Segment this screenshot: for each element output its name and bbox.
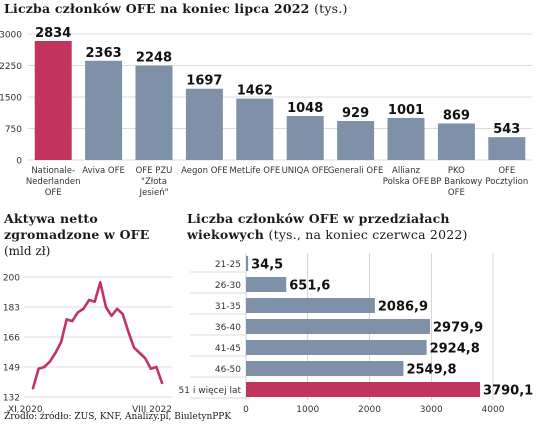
x-tick-label: Pocztylion bbox=[485, 177, 528, 187]
x-tick-label: 2000 bbox=[358, 405, 381, 415]
x-tick-label: PKO bbox=[448, 166, 465, 176]
data-label: 1697 bbox=[186, 74, 222, 89]
data-label: 2979,9 bbox=[433, 321, 483, 336]
data-label: 869 bbox=[443, 109, 470, 124]
bar bbox=[34, 40, 72, 160]
x-tick-label: Generali OFE bbox=[328, 166, 384, 176]
bar bbox=[236, 98, 274, 160]
bar bbox=[246, 319, 431, 334]
x-tick-label: Nationale- bbox=[31, 166, 75, 176]
y-tick-label: 21-25 bbox=[215, 260, 241, 270]
right-chart-title-line1: Liczba członków OFE w przedziałach bbox=[187, 211, 450, 226]
left-chart-title: Aktywa netto zgromadzone w OFE bbox=[4, 211, 149, 243]
right-chart-title-line2-wrap: wiekowych (tys., na koniec czerwca 2022) bbox=[187, 227, 468, 243]
x-tick-label: Jesień" bbox=[138, 188, 168, 198]
y-tick-label: 0 bbox=[16, 157, 22, 167]
data-label: 2248 bbox=[136, 51, 172, 66]
data-label: 34,5 bbox=[251, 258, 283, 273]
y-tick-label: 166 bbox=[3, 334, 20, 344]
right-chart-title: Liczba członków OFE w przedziałach wieko… bbox=[187, 211, 468, 243]
right-chart-unit: (tys., na koniec czerwca 2022) bbox=[268, 227, 468, 242]
bar bbox=[246, 298, 375, 313]
top-bar-chart: 0 750 1500 2250 3000 2834 Nationale-Nederlande… bbox=[0, 26, 532, 198]
x-tick-label: OFE PZU bbox=[136, 166, 173, 176]
y-tick-label: 183 bbox=[3, 304, 20, 314]
series-line bbox=[31, 280, 164, 390]
data-label: 929 bbox=[342, 106, 369, 121]
bar bbox=[437, 123, 475, 160]
top-chart-unit: (tys.) bbox=[314, 1, 348, 16]
bar bbox=[135, 65, 173, 160]
source-note: Źródło: źródło: ZUS, KNF, Analizy.pl, Bi… bbox=[4, 412, 232, 422]
y-tick-label: 51 i więcej lat bbox=[179, 386, 242, 396]
x-tick-label: Allianz bbox=[392, 166, 420, 176]
data-label: 2086,9 bbox=[378, 300, 428, 315]
y-tick-label: 46-50 bbox=[215, 365, 241, 375]
data-label: 2834 bbox=[35, 26, 71, 41]
bar bbox=[246, 340, 427, 355]
y-tick-label: 750 bbox=[5, 125, 22, 135]
x-tick-label: OFE bbox=[45, 188, 62, 198]
data-label: 3790,1 bbox=[483, 384, 533, 399]
x-tick-label: Nederlanden bbox=[26, 177, 81, 187]
bar bbox=[488, 137, 526, 160]
left-chart-unit: (mld zł) bbox=[4, 244, 51, 258]
data-label: 543 bbox=[493, 122, 520, 137]
bar bbox=[246, 361, 404, 376]
x-tick-label: MetLife OFE bbox=[229, 166, 280, 176]
left-chart-title-line1: Aktywa netto bbox=[4, 211, 98, 226]
data-label: 2549,8 bbox=[406, 363, 456, 378]
bar bbox=[246, 256, 249, 271]
data-label: 1001 bbox=[388, 103, 424, 118]
y-tick-label: 31-35 bbox=[215, 302, 241, 312]
bar bbox=[387, 117, 425, 160]
y-tick-label: 200 bbox=[3, 274, 20, 284]
top-chart-title: Liczba członków OFE na koniec lipca 2022… bbox=[4, 1, 348, 17]
x-tick-label: 1000 bbox=[296, 405, 319, 415]
y-tick-label: 36-40 bbox=[215, 323, 241, 333]
y-tick-label: 3000 bbox=[0, 31, 22, 41]
y-tick-label: 1500 bbox=[0, 94, 22, 104]
top-chart-title-text: Liczba członków OFE na koniec lipca 2022 bbox=[4, 1, 310, 16]
y-tick-label: 2250 bbox=[0, 62, 22, 72]
x-tick-label: Polska OFE bbox=[383, 177, 429, 187]
x-tick-label: OFE bbox=[448, 188, 465, 198]
x-tick-label: "Złota bbox=[141, 177, 167, 187]
data-label: 651,6 bbox=[289, 279, 330, 294]
data-label: 1462 bbox=[237, 84, 273, 99]
bar bbox=[246, 277, 287, 292]
x-tick-label: OFE bbox=[498, 166, 515, 176]
bar bbox=[185, 88, 223, 160]
right-chart-title-line2: wiekowych bbox=[187, 227, 264, 242]
x-tick-label: UNIQA OFE bbox=[282, 166, 329, 176]
y-tick-label: 149 bbox=[3, 364, 20, 374]
y-tick-label: 132 bbox=[3, 394, 20, 404]
bar bbox=[286, 115, 324, 160]
x-tick-label-end: VIII 2022 bbox=[132, 405, 172, 415]
data-label: 2924,8 bbox=[430, 342, 480, 357]
x-tick-label: 3000 bbox=[420, 405, 443, 415]
bar bbox=[246, 382, 481, 397]
left-chart-title-line2: zgromadzone w OFE bbox=[4, 227, 150, 242]
x-tick-label-start: XI 2020 bbox=[8, 405, 43, 415]
x-tick-label: Aviva OFE bbox=[82, 166, 125, 176]
y-tick-label: 41-45 bbox=[215, 344, 241, 354]
x-tick-label: 4000 bbox=[482, 405, 505, 415]
x-tick-label: BP Bankowy bbox=[430, 177, 482, 187]
y-tick-label: 26-30 bbox=[215, 281, 241, 291]
x-tick-label: 0 bbox=[243, 405, 249, 415]
data-label: 1048 bbox=[287, 101, 323, 116]
x-tick-label: Aegon OFE bbox=[181, 166, 228, 176]
data-label: 2363 bbox=[86, 46, 122, 61]
bar bbox=[337, 120, 375, 160]
bar bbox=[85, 60, 123, 161]
